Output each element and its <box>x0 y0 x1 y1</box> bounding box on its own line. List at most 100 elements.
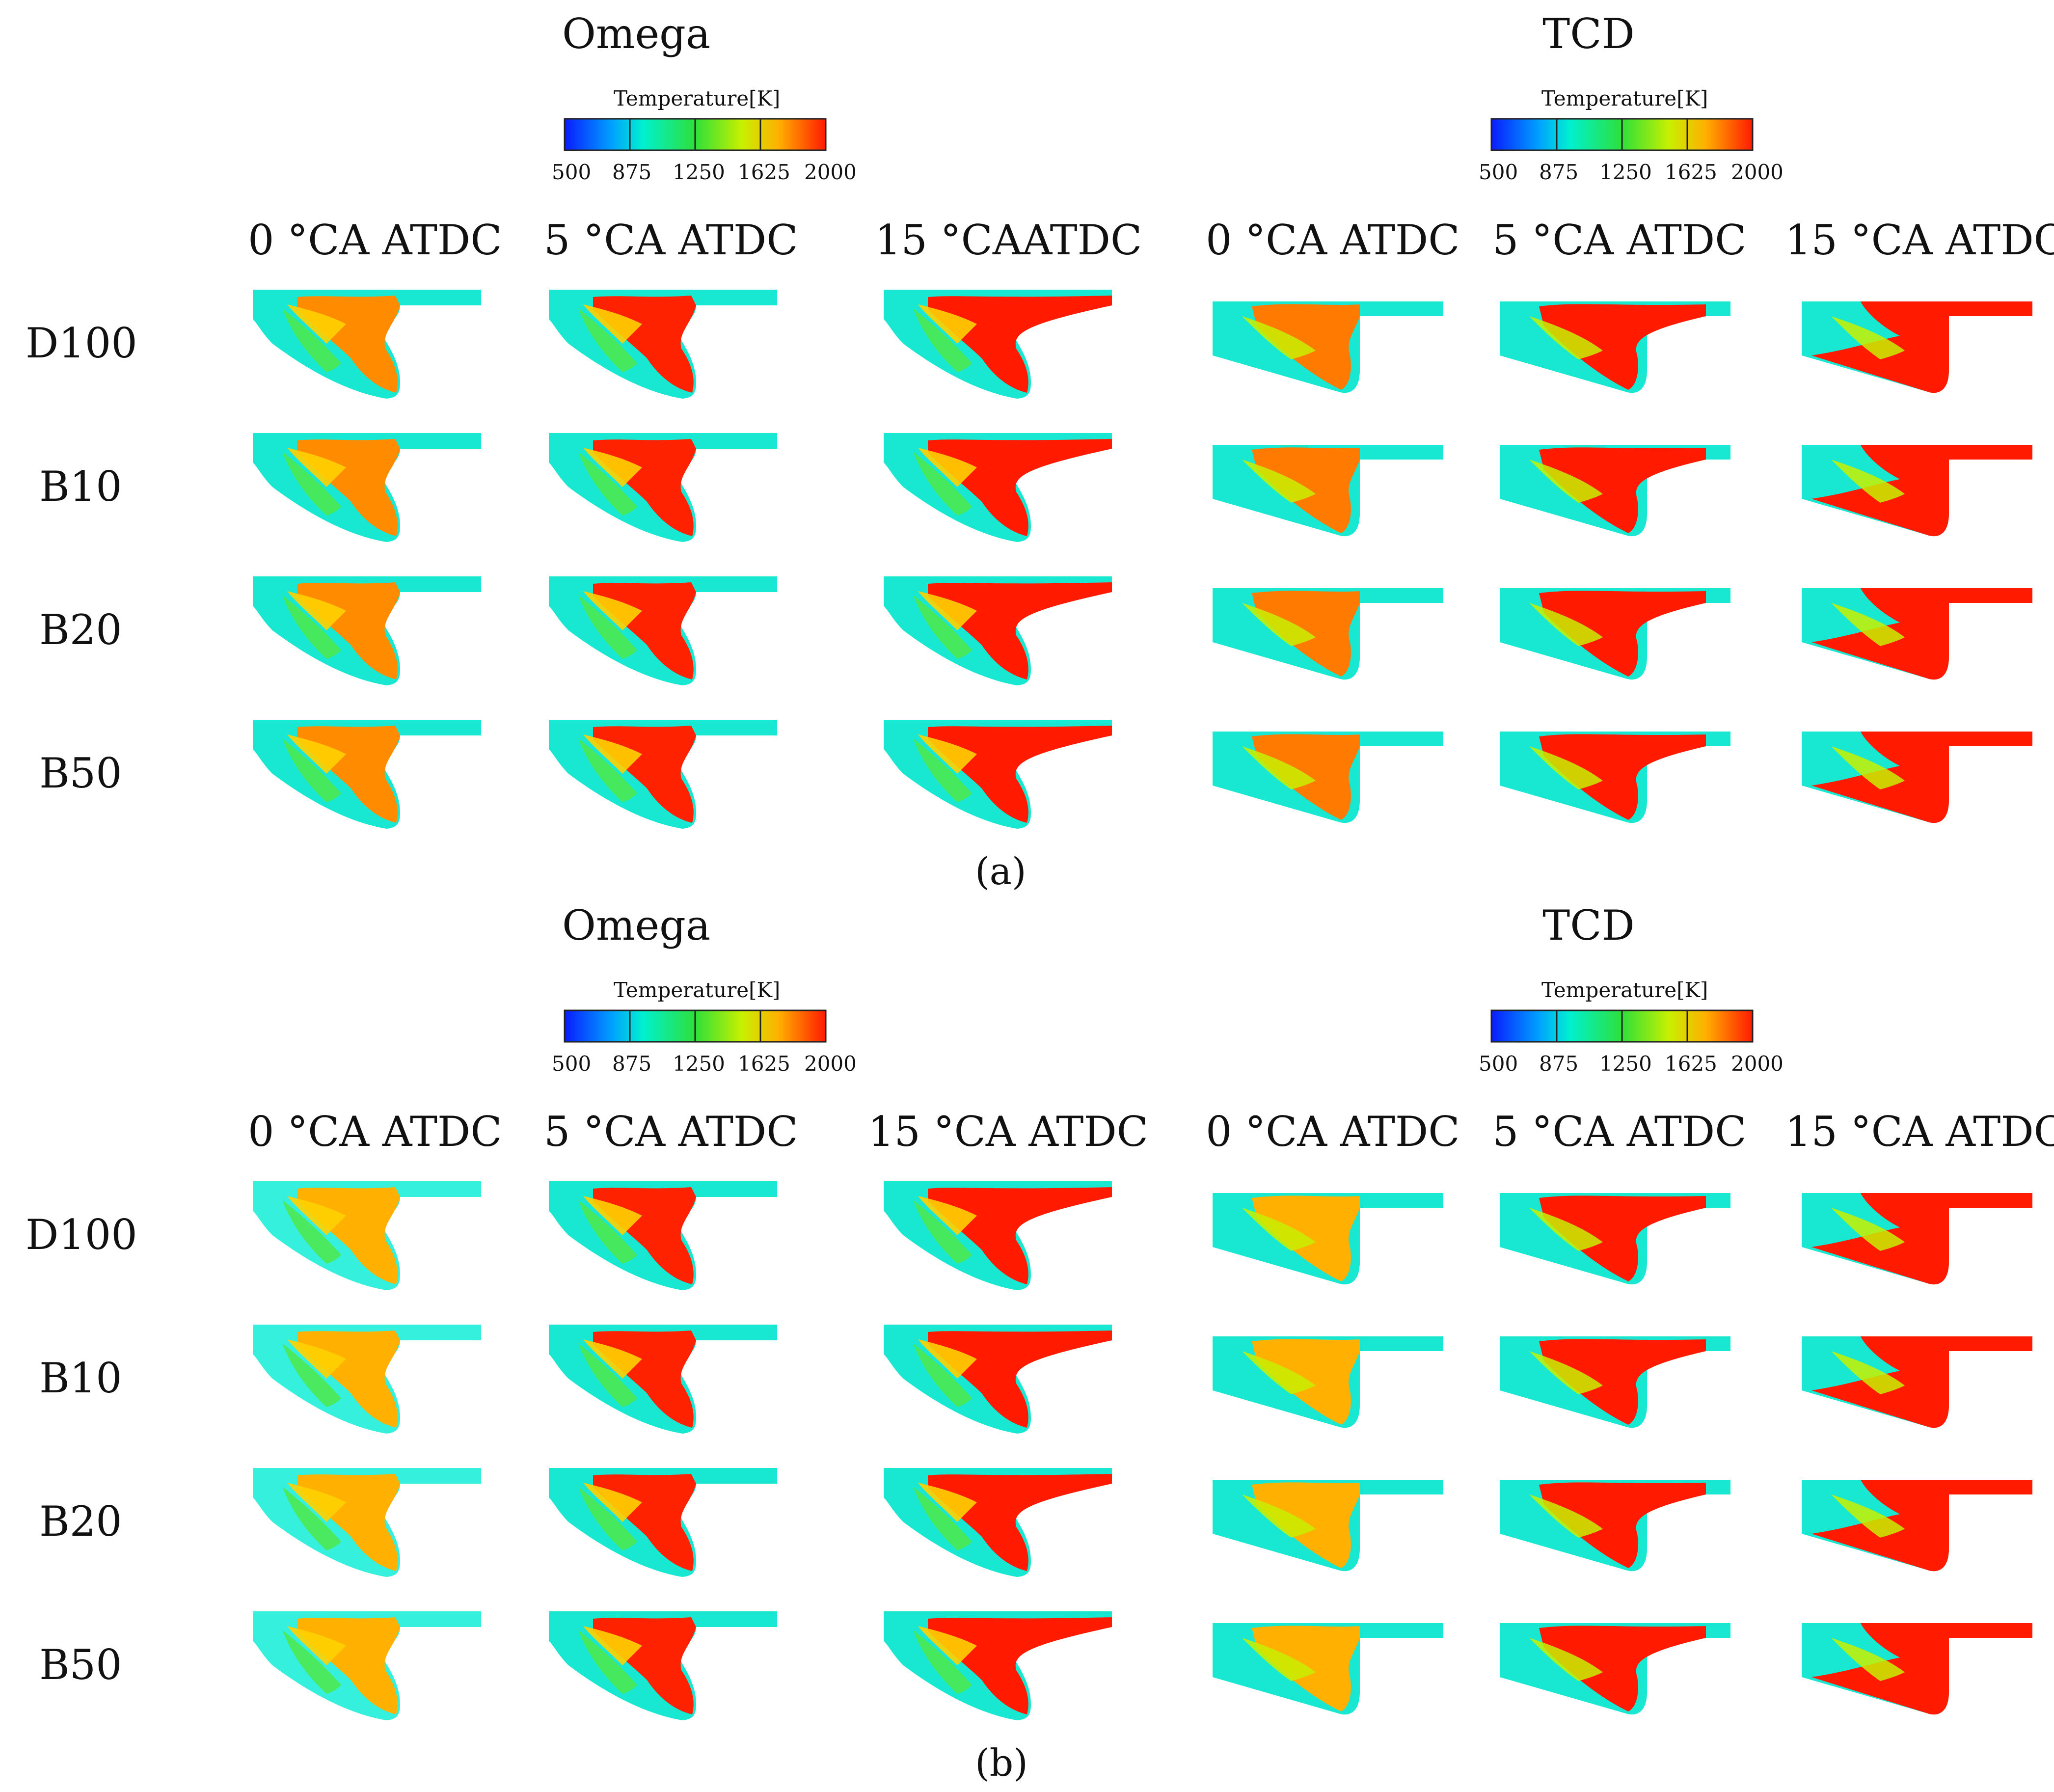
column-label: 0 °CA ATDC <box>248 1108 502 1156</box>
flame-region <box>1539 1195 1706 1281</box>
flame-edge <box>918 1339 977 1379</box>
tcd-contour <box>1802 1193 2032 1285</box>
flame-edge <box>583 1339 642 1379</box>
flame-front <box>578 1487 637 1550</box>
flame-edge <box>583 1626 642 1665</box>
omega-contour <box>549 1181 777 1290</box>
legend-tick: 1250 <box>673 160 725 184</box>
flame-edge <box>1529 460 1603 503</box>
omega-contour <box>884 1611 1112 1720</box>
flame-edge <box>1529 1638 1603 1681</box>
flame-edge <box>287 304 346 344</box>
flame-edge <box>583 734 642 774</box>
tcd-contour <box>1500 445 1730 537</box>
omega-contour <box>884 576 1112 685</box>
flame-edge <box>1242 316 1316 359</box>
legend-tick: 500 <box>1479 1052 1518 1076</box>
flame-edge <box>1529 746 1603 789</box>
column-label: 15 °CA ATDC <box>868 1108 1148 1156</box>
flame-front <box>282 1630 341 1694</box>
omega-contour <box>549 290 777 399</box>
legend-tick: 1625 <box>1665 160 1717 184</box>
flame-region <box>1811 1336 2032 1428</box>
flame-edge <box>287 448 346 487</box>
omega-contour <box>253 720 481 829</box>
legend-title-omega-a: Temperature[K] <box>614 86 781 110</box>
flame-region <box>1539 447 1706 533</box>
flame-front <box>913 1630 972 1694</box>
flame-edge <box>1831 1351 1905 1394</box>
tcd-contour <box>1802 588 2032 680</box>
flame-edge <box>287 1626 346 1665</box>
colorbar <box>564 118 827 151</box>
flame-edge <box>1529 603 1603 646</box>
flame-edge <box>1529 1208 1603 1251</box>
row-label: B20 <box>39 1497 122 1546</box>
legend-tick: 2000 <box>804 1052 857 1076</box>
omega-contour <box>884 720 1112 829</box>
flame-front <box>578 1630 637 1694</box>
flame-edge <box>583 304 642 344</box>
flame-edge <box>287 1339 346 1379</box>
flame-edge <box>1242 746 1316 789</box>
flame-edge <box>1242 1494 1316 1538</box>
column-label: 15 °CA ATDC <box>1785 216 2054 264</box>
flame-region <box>928 726 1112 823</box>
tcd-contour <box>1213 1480 1443 1572</box>
omega-contour <box>253 290 481 399</box>
flame-edge <box>287 734 346 774</box>
flame-edge <box>287 1196 346 1235</box>
legend-title-tcd-b: Temperature[K] <box>1541 978 1708 1002</box>
panel-label-b: (b) <box>975 1741 1028 1785</box>
column-label: 15 °CAATDC <box>875 216 1142 264</box>
flame-region <box>1811 1193 2032 1285</box>
row-label: D100 <box>26 319 137 367</box>
panel-label-a: (a) <box>975 849 1027 893</box>
flame-front <box>913 1487 972 1550</box>
flame-edge <box>918 1626 977 1665</box>
legend-tick: 875 <box>612 160 652 184</box>
flame-front <box>282 1343 341 1407</box>
flame-front <box>578 452 637 516</box>
column-label: 15 °CA ATDC <box>1785 1108 2054 1156</box>
flame-edge <box>1529 316 1603 359</box>
omega-contour <box>884 1181 1112 1290</box>
legend-tick: 875 <box>612 1052 652 1076</box>
flame-edge <box>1529 1494 1603 1538</box>
flame-edge <box>1831 746 1905 789</box>
flame-front <box>282 452 341 516</box>
flame-edge <box>918 1483 977 1522</box>
column-label: 5 °CA ATDC <box>544 216 798 264</box>
flame-region <box>928 1330 1112 1428</box>
flame-front <box>282 308 341 372</box>
legend-tick: 500 <box>552 160 592 184</box>
group-title-omega-a: Omega <box>562 10 711 58</box>
legend-tick: 2000 <box>1731 160 1784 184</box>
legend-tick: 1250 <box>1599 1052 1652 1076</box>
legend-tick: 500 <box>1479 160 1518 184</box>
flame-region <box>1811 445 2032 537</box>
column-label: 0 °CA ATDC <box>248 216 502 264</box>
flame-region <box>928 1617 1112 1714</box>
flame-region <box>928 582 1112 679</box>
row-label: B50 <box>39 1641 122 1689</box>
flame-front <box>913 1343 972 1407</box>
column-label: 0 °CA ATDC <box>1206 216 1460 264</box>
tcd-contour <box>1802 732 2032 823</box>
flame-front <box>578 1343 637 1407</box>
omega-contour <box>253 1325 481 1434</box>
flame-edge <box>583 1196 642 1235</box>
flame-front <box>578 738 637 802</box>
tcd-contour <box>1213 1336 1443 1428</box>
flame-front <box>913 308 972 372</box>
omega-contour <box>253 1468 481 1577</box>
group-title-omega-b: Omega <box>562 901 711 950</box>
flame-front <box>578 595 637 659</box>
flame-region <box>1811 301 2032 393</box>
legend-tick: 1250 <box>1599 160 1652 184</box>
flame-edge <box>1831 1208 1905 1251</box>
flame-region <box>1539 591 1706 677</box>
legend-tick: 2000 <box>804 160 857 184</box>
flame-front <box>282 595 341 659</box>
